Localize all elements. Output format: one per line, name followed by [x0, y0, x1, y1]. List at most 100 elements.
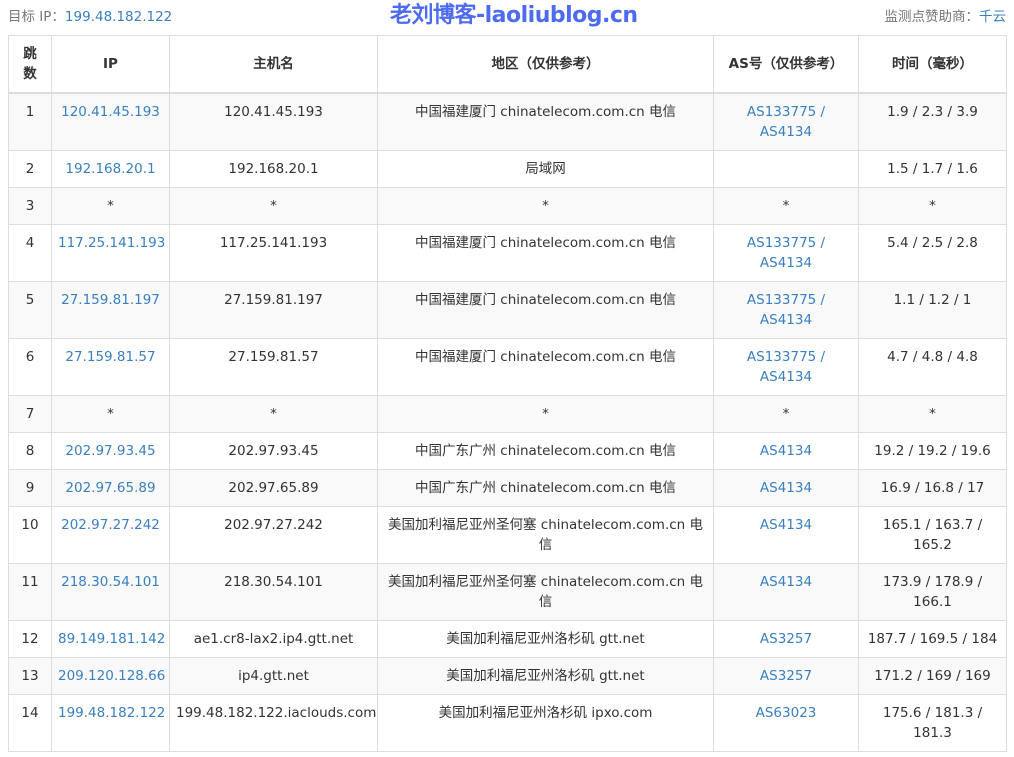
- ip-cell[interactable]: 218.30.54.101: [51, 563, 170, 621]
- col-hop: 跳数: [8, 35, 52, 94]
- table-header: 跳数 IP 主机名 地区（仅供参考） AS号（仅供参考） 时间（毫秒）: [8, 35, 1007, 94]
- region-cell: 中国福建厦门 chinatelecom.com.cn 电信: [377, 281, 714, 339]
- hop-cell: 5: [8, 281, 52, 339]
- as-cell[interactable]: AS133775 / AS4134: [713, 281, 859, 339]
- as-cell[interactable]: AS4134: [713, 432, 859, 470]
- hop-cell: 3: [8, 187, 52, 225]
- region-cell: 美国加利福尼亚州洛杉矶 ipxo.com: [377, 694, 714, 752]
- ip-cell[interactable]: 202.97.65.89: [51, 469, 170, 507]
- ip-cell[interactable]: 120.41.45.193: [51, 92, 170, 151]
- region-cell: 美国加利福尼亚州圣何塞 chinatelecom.com.cn 电信: [377, 506, 714, 564]
- table-row: 3 * * * * *: [8, 187, 1007, 225]
- hop-cell: 9: [8, 469, 52, 507]
- ip-cell[interactable]: 202.97.93.45: [51, 432, 170, 470]
- as-cell[interactable]: AS133775 / AS4134: [713, 92, 859, 151]
- time-cell: 5.4 / 2.5 / 2.8: [858, 224, 1007, 282]
- region-cell: 中国福建厦门 chinatelecom.com.cn 电信: [377, 92, 714, 151]
- ip-cell: *: [51, 187, 170, 225]
- hostname-cell: 218.30.54.101: [169, 563, 378, 621]
- col-ip: IP: [51, 35, 170, 94]
- target-label: 目标 IP：: [8, 9, 65, 25]
- table-row: 9 202.97.65.89 202.97.65.89 中国广东广州 chinatel…: [8, 469, 1007, 507]
- table-row: 10 202.97.27.242 202.97.27.242 美国加利福尼亚州圣何塞 …: [8, 506, 1007, 564]
- time-cell: 1.1 / 1.2 / 1: [858, 281, 1007, 339]
- table-row: 12 89.149.181.142 ae1.cr8-lax2.ip4.gtt.net…: [8, 620, 1007, 658]
- top-bar: 目标 IP：199.48.182.122 监测点赞助商：千云: [0, 0, 1014, 35]
- as-cell[interactable]: AS133775 / AS4134: [713, 338, 859, 396]
- target-info: 目标 IP：199.48.182.122: [8, 7, 172, 35]
- hostname-cell: 192.168.20.1: [169, 150, 378, 188]
- col-region: 地区（仅供参考）: [377, 35, 714, 94]
- as-cell[interactable]: AS3257: [713, 620, 859, 658]
- table-row: 5 27.159.81.197 27.159.81.197 中国福建厦门 chinat…: [8, 281, 1007, 339]
- hop-cell: 1: [8, 92, 52, 151]
- region-cell: *: [377, 395, 714, 433]
- table-row: 2 192.168.20.1 192.168.20.1 局域网 1.5 / 1.7 / …: [8, 150, 1007, 188]
- as-cell[interactable]: AS3257: [713, 657, 859, 695]
- time-cell: 4.7 / 4.8 / 4.8: [858, 338, 1007, 396]
- region-cell: *: [377, 187, 714, 225]
- ip-cell[interactable]: 117.25.141.193: [51, 224, 170, 282]
- as-cell[interactable]: AS4134: [713, 469, 859, 507]
- time-cell: 1.9 / 2.3 / 3.9: [858, 92, 1007, 151]
- ip-cell[interactable]: 202.97.27.242: [51, 506, 170, 564]
- time-cell: *: [858, 187, 1007, 225]
- sponsor-info: 监测点赞助商：千云: [885, 7, 1007, 35]
- hop-cell: 8: [8, 432, 52, 470]
- table-row: 11 218.30.54.101 218.30.54.101 美国加利福尼亚州圣何塞 …: [8, 563, 1007, 621]
- as-cell[interactable]: AS63023: [713, 694, 859, 752]
- target-ip-link[interactable]: 199.48.182.122: [64, 9, 173, 25]
- hostname-cell: 120.41.45.193: [169, 92, 378, 151]
- as-cell: [713, 150, 859, 188]
- ip-cell[interactable]: 209.120.128.66: [51, 657, 170, 695]
- watermark: 老刘博客-laoliublog.cn: [390, 3, 638, 28]
- as-cell[interactable]: AS4134: [713, 506, 859, 564]
- hostname-cell: 199.48.182.122.iaclouds.com: [169, 694, 378, 752]
- time-cell: 165.1 / 163.7 / 165.2: [858, 506, 1007, 564]
- hostname-cell: ae1.cr8-lax2.ip4.gtt.net: [169, 620, 378, 658]
- table-row: 8 202.97.93.45 202.97.93.45 中国广东广州 chinatel…: [8, 432, 1007, 470]
- region-cell: 美国加利福尼亚州洛杉矶 gtt.net: [377, 657, 714, 695]
- time-cell: 1.5 / 1.7 / 1.6: [858, 150, 1007, 188]
- as-cell[interactable]: AS133775 / AS4134: [713, 224, 859, 282]
- time-cell: 19.2 / 19.2 / 19.6: [858, 432, 1007, 470]
- sponsor-label: 监测点赞助商：: [884, 9, 980, 25]
- region-cell: 美国加利福尼亚州洛杉矶 gtt.net: [377, 620, 714, 658]
- hop-cell: 13: [8, 657, 52, 695]
- hostname-cell: 202.97.93.45: [169, 432, 378, 470]
- hop-cell: 2: [8, 150, 52, 188]
- hostname-cell: 27.159.81.57: [169, 338, 378, 396]
- col-as: AS号（仅供参考）: [713, 35, 859, 94]
- hop-cell: 14: [8, 694, 52, 752]
- ip-cell[interactable]: 199.48.182.122: [51, 694, 170, 752]
- table-row: 13 209.120.128.66 ip4.gtt.net 美国加利福尼亚州洛杉矶 g…: [8, 657, 1007, 695]
- table-row: 1 120.41.45.193 120.41.45.193 中国福建厦门 chinat…: [8, 92, 1007, 151]
- ip-cell[interactable]: 192.168.20.1: [51, 150, 170, 188]
- region-cell: 中国福建厦门 chinatelecom.com.cn 电信: [377, 338, 714, 396]
- region-cell: 中国广东广州 chinatelecom.com.cn 电信: [377, 432, 714, 470]
- hop-cell: 7: [8, 395, 52, 433]
- hostname-cell: 202.97.27.242: [169, 506, 378, 564]
- traceroute-table: 跳数 IP 主机名 地区（仅供参考） AS号（仅供参考） 时间（毫秒） 1 120…: [8, 35, 1007, 752]
- table-row: 4 117.25.141.193 117.25.141.193 中国福建厦门 chin…: [8, 224, 1007, 282]
- time-cell: 173.9 / 178.9 / 166.1: [858, 563, 1007, 621]
- region-cell: 局域网: [377, 150, 714, 188]
- time-cell: 16.9 / 16.8 / 17: [858, 469, 1007, 507]
- table-row: 6 27.159.81.57 27.159.81.57 中国福建厦门 chinatel…: [8, 338, 1007, 396]
- hop-cell: 11: [8, 563, 52, 621]
- ip-cell[interactable]: 27.159.81.197: [51, 281, 170, 339]
- ip-cell[interactable]: 27.159.81.57: [51, 338, 170, 396]
- col-time: 时间（毫秒）: [858, 35, 1007, 94]
- hop-cell: 6: [8, 338, 52, 396]
- ip-cell[interactable]: 89.149.181.142: [51, 620, 170, 658]
- hostname-cell: 117.25.141.193: [169, 224, 378, 282]
- ip-cell: *: [51, 395, 170, 433]
- time-cell: *: [858, 395, 1007, 433]
- as-cell[interactable]: AS4134: [713, 563, 859, 621]
- hostname-cell: *: [169, 187, 378, 225]
- hop-cell: 4: [8, 224, 52, 282]
- time-cell: 171.2 / 169 / 169: [858, 657, 1007, 695]
- hostname-cell: ip4.gtt.net: [169, 657, 378, 695]
- sponsor-link[interactable]: 千云: [979, 9, 1006, 25]
- hostname-cell: 202.97.65.89: [169, 469, 378, 507]
